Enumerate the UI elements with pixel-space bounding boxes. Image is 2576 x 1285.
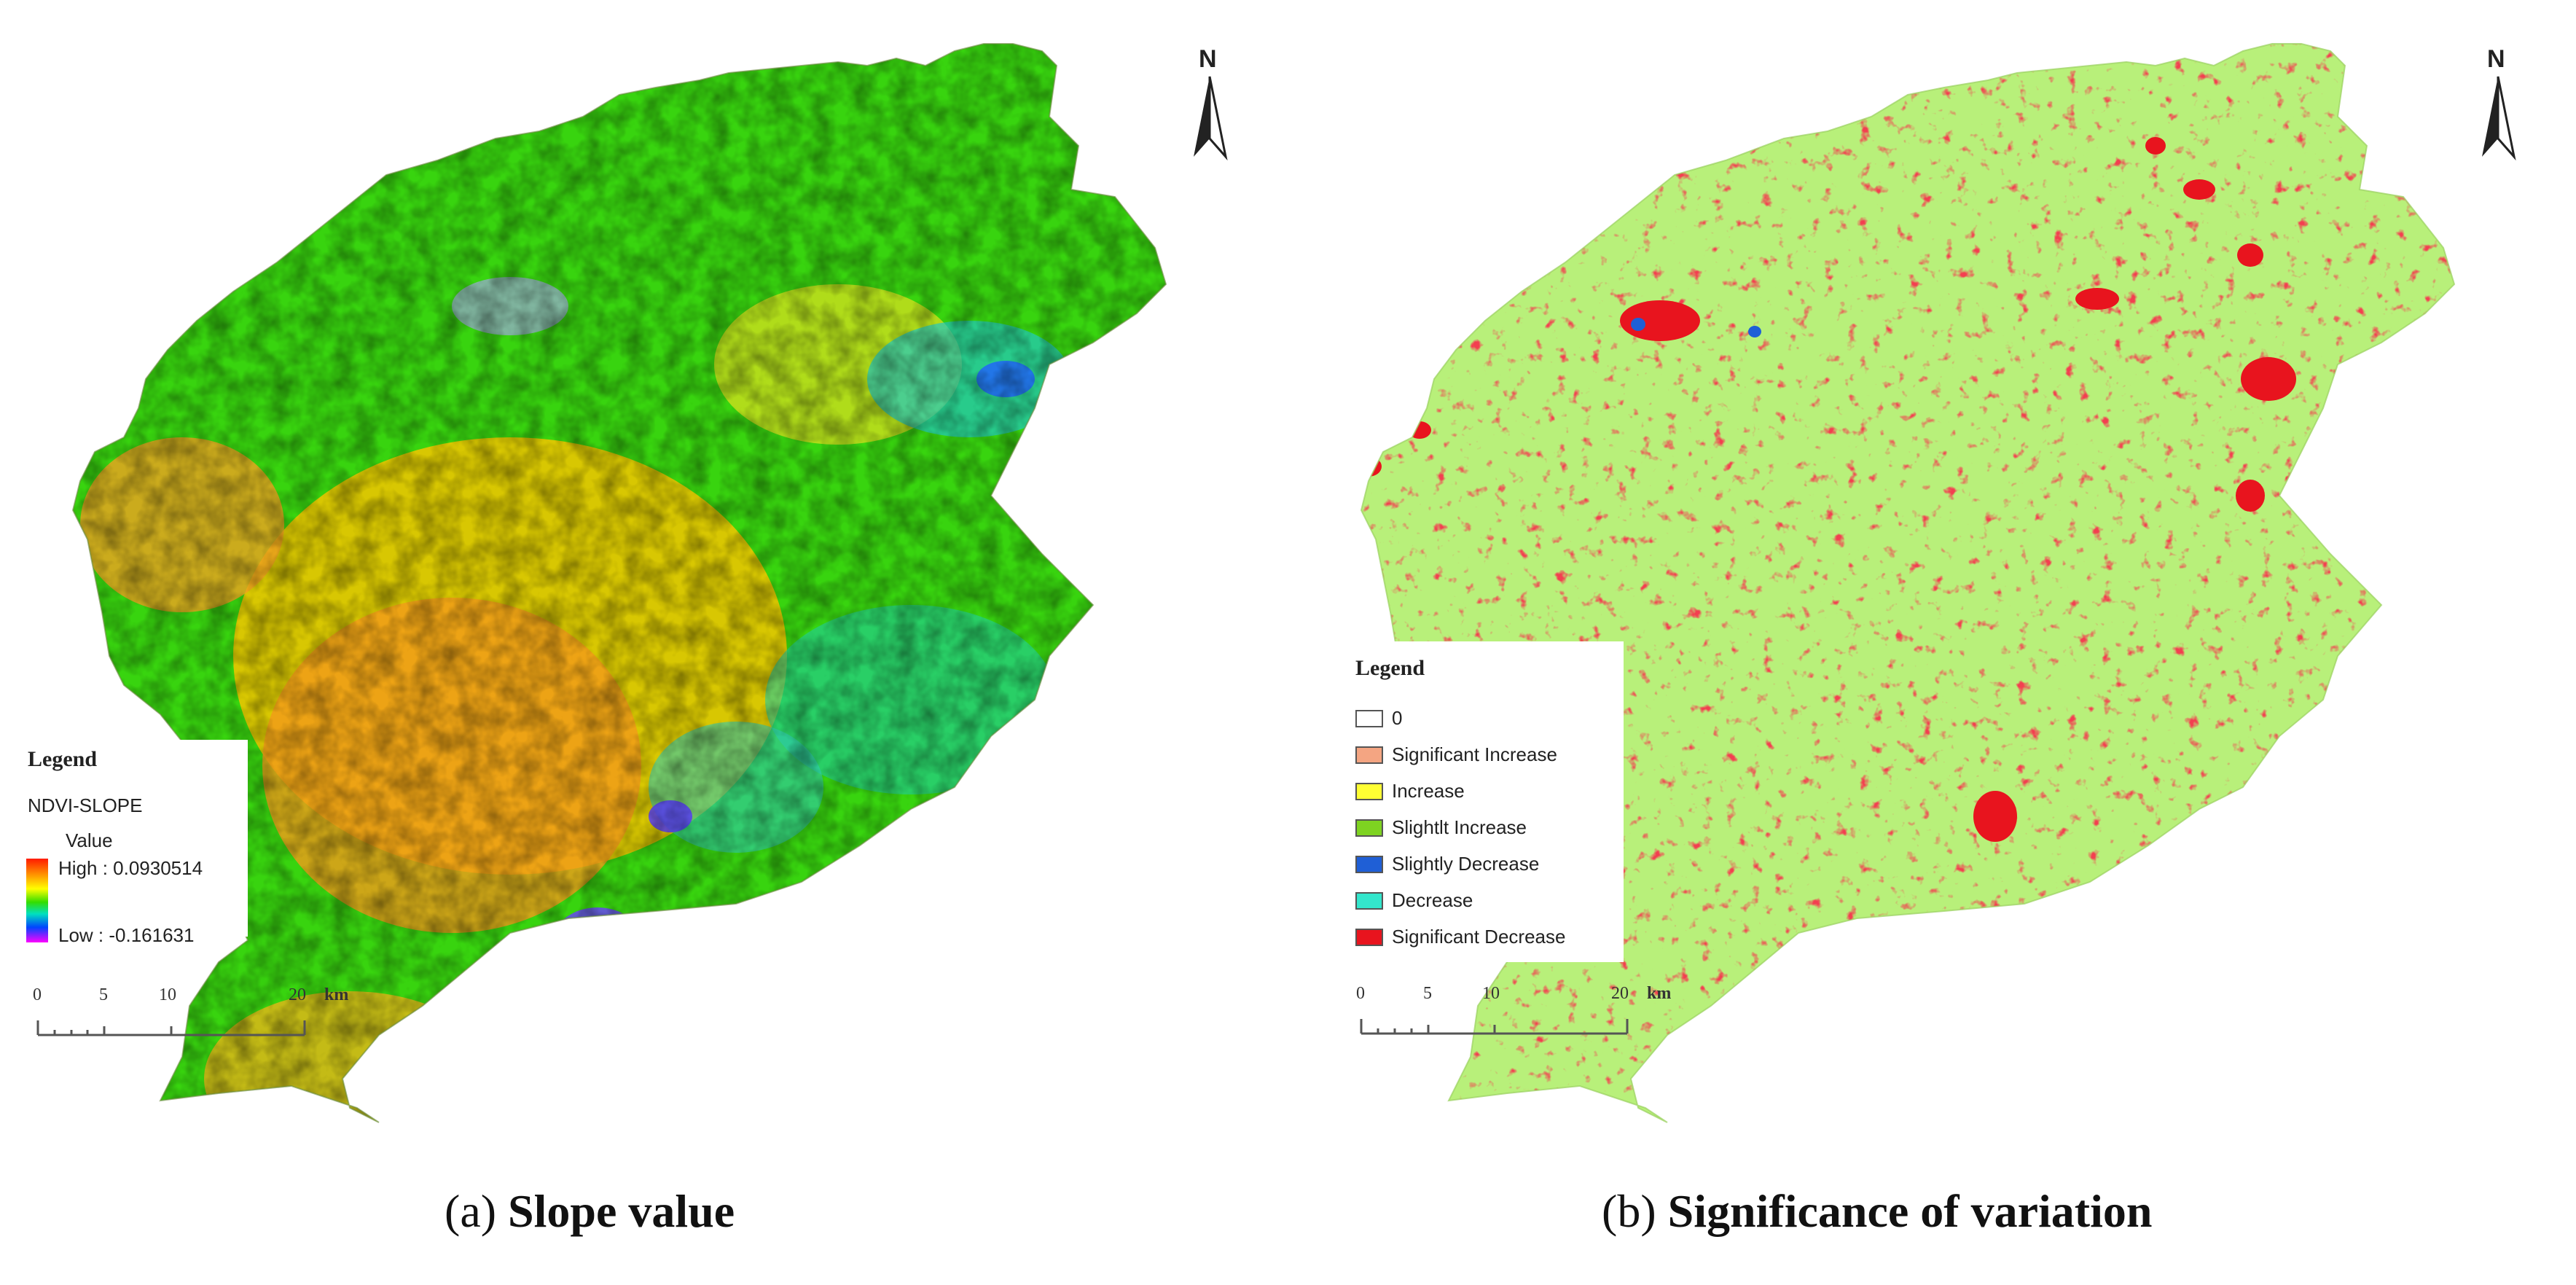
legend-item-label: Decrease xyxy=(1392,889,1473,911)
legend-item-label: 0 xyxy=(1392,707,1403,729)
legend-item-label: Significant Increase xyxy=(1392,743,1557,765)
legend-swatch xyxy=(1355,746,1383,764)
scale-tick-label: 5 xyxy=(99,985,108,1004)
caption-letter: a xyxy=(460,1185,481,1237)
scale-tick-label: 10 xyxy=(1482,984,1500,1003)
legend-item-label: Slightly Decrease xyxy=(1392,853,1540,875)
color-ramp xyxy=(26,859,48,942)
north-label: N xyxy=(1199,45,1217,73)
scale-tick-label: 20 xyxy=(1611,984,1629,1003)
scale-bar xyxy=(1360,1019,1629,1035)
north-arrow-icon xyxy=(1194,76,1228,161)
legend-swatch xyxy=(1355,929,1383,946)
legend-title: Legend xyxy=(1355,656,1425,680)
legend-item-label: Slightlt Increase xyxy=(1392,816,1527,838)
scale-tick-label: 5 xyxy=(1423,984,1432,1003)
legend-field-name: Value xyxy=(66,829,113,851)
legend-swatch xyxy=(1355,783,1383,800)
scale-tick-label: 20 xyxy=(289,985,306,1004)
legend-high-label: High : 0.0930514 xyxy=(58,857,203,879)
scale-unit: km xyxy=(324,985,349,1004)
caption-b: (b) Significance of variation xyxy=(1602,1185,2153,1237)
legend-item-label: Significant Decrease xyxy=(1392,926,1566,948)
legend-swatch xyxy=(1355,710,1383,727)
scale-bar xyxy=(36,1020,306,1036)
slope-value-map xyxy=(15,43,1228,1123)
map-panel-significance: N Legend 0 Significant Increase Increase Sl… xyxy=(1288,0,2576,1285)
north-label: N xyxy=(2487,45,2505,73)
caption-a: (a) Slope value xyxy=(445,1185,735,1237)
caption-text: Significance of variation xyxy=(1667,1185,2153,1237)
legend-swatch xyxy=(1355,892,1383,910)
legend-low-label: Low : -0.161631 xyxy=(58,924,195,946)
legend-item-label: Increase xyxy=(1392,780,1465,802)
north-arrow-icon xyxy=(2482,76,2516,161)
caption-letter: b xyxy=(1617,1185,1641,1237)
scale-tick-label: 0 xyxy=(1356,984,1365,1003)
scale-tick-label: 0 xyxy=(33,985,42,1004)
significance-map xyxy=(1318,43,2516,1123)
caption-text: Slope value xyxy=(508,1185,735,1237)
scale-tick-label: 10 xyxy=(159,985,176,1004)
legend-swatch xyxy=(1355,819,1383,837)
legend-layer-name: NDVI-SLOPE xyxy=(28,794,143,816)
map-panel-slope-value: N Legend NDVI-SLOPE Value High : 0.09305… xyxy=(15,43,1228,1237)
scale-unit: km xyxy=(1647,984,1672,1003)
legend-swatch xyxy=(1355,856,1383,873)
legend-title: Legend xyxy=(28,747,98,771)
